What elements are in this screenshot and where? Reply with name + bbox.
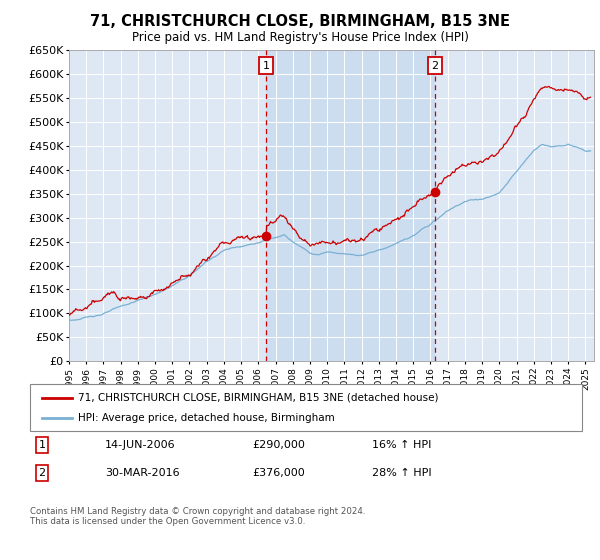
Text: £290,000: £290,000	[252, 440, 305, 450]
Text: 71, CHRISTCHURCH CLOSE, BIRMINGHAM, B15 3NE (detached house): 71, CHRISTCHURCH CLOSE, BIRMINGHAM, B15 …	[78, 393, 439, 403]
Text: 2: 2	[431, 60, 439, 71]
Text: 28% ↑ HPI: 28% ↑ HPI	[372, 468, 431, 478]
Text: 1: 1	[38, 440, 46, 450]
Text: Price paid vs. HM Land Registry's House Price Index (HPI): Price paid vs. HM Land Registry's House …	[131, 31, 469, 44]
Text: 16% ↑ HPI: 16% ↑ HPI	[372, 440, 431, 450]
Text: 2: 2	[38, 468, 46, 478]
Text: Contains HM Land Registry data © Crown copyright and database right 2024.
This d: Contains HM Land Registry data © Crown c…	[30, 507, 365, 526]
Text: £376,000: £376,000	[252, 468, 305, 478]
Text: HPI: Average price, detached house, Birmingham: HPI: Average price, detached house, Birm…	[78, 413, 335, 423]
Text: 30-MAR-2016: 30-MAR-2016	[105, 468, 179, 478]
Text: 14-JUN-2006: 14-JUN-2006	[105, 440, 176, 450]
Text: 1: 1	[263, 60, 269, 71]
Text: 71, CHRISTCHURCH CLOSE, BIRMINGHAM, B15 3NE: 71, CHRISTCHURCH CLOSE, BIRMINGHAM, B15 …	[90, 14, 510, 29]
Bar	[266, 50, 435, 361]
